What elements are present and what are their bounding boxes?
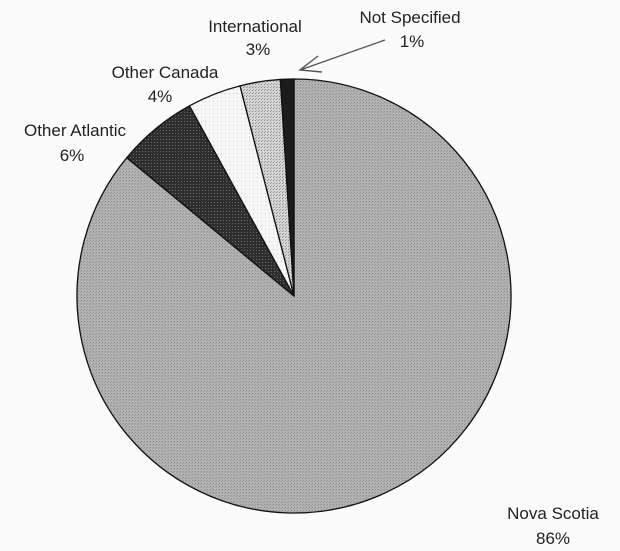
- label-other-atlantic-name: Other Atlantic: [24, 121, 127, 140]
- label-not-specified-name: Not Specified: [359, 8, 460, 27]
- pie-slices: [76, 78, 512, 514]
- label-international-value: 3%: [246, 40, 271, 59]
- label-other-canada-name: Other Canada: [112, 63, 219, 82]
- label-other-canada-value: 4%: [148, 87, 173, 106]
- label-not-specified-value: 1%: [400, 32, 425, 51]
- label-nova-scotia-value: 86%: [536, 529, 570, 548]
- label-other-atlantic-value: 6%: [60, 146, 85, 165]
- not-specified-leader-arrow: [298, 39, 386, 73]
- label-international-name: International: [208, 17, 302, 36]
- label-nova-scotia-name: Nova Scotia: [507, 504, 599, 523]
- pie-slice-not-specified: [279, 78, 295, 297]
